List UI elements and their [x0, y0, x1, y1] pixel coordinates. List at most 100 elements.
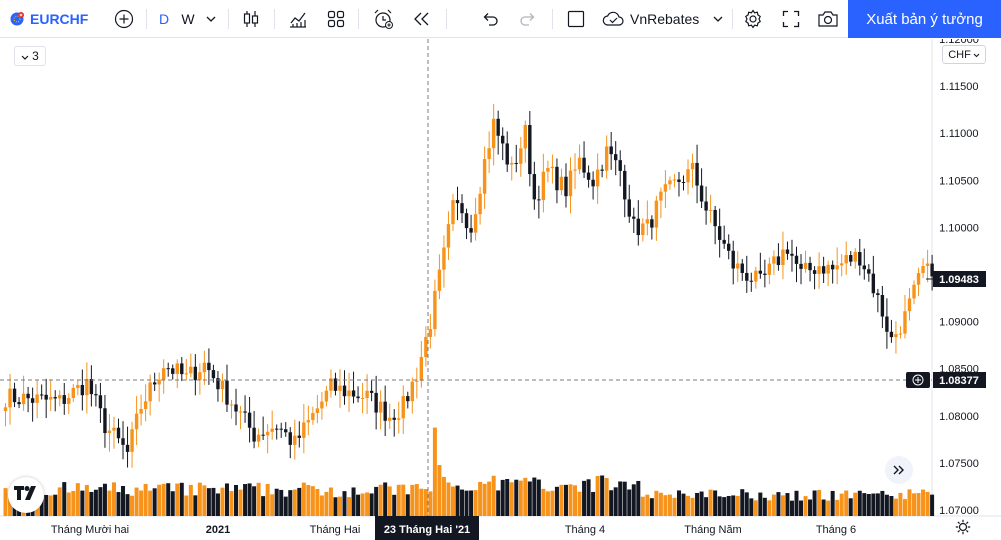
volume-bar [550, 490, 555, 516]
settings-button[interactable] [741, 0, 765, 38]
candle-body [143, 401, 148, 410]
candle-body [284, 429, 288, 433]
candle-body [211, 370, 216, 379]
volume-bar [188, 484, 193, 516]
volume-bar [130, 495, 135, 516]
candle-body [103, 408, 107, 434]
expand-icon [782, 10, 800, 28]
candle-body [903, 311, 907, 334]
volume-bar [469, 490, 474, 516]
candle-body [767, 263, 772, 275]
eur-flag-icon [10, 12, 24, 26]
volume-bar [478, 481, 483, 516]
candle-body [134, 413, 139, 430]
interval-dropdown-button[interactable] [204, 0, 218, 38]
candle-body [125, 444, 130, 452]
candle-body [247, 412, 252, 428]
candle-body [162, 368, 166, 380]
candle-body [740, 263, 744, 273]
currency-selector[interactable]: CHF [942, 45, 986, 64]
candle-body [261, 434, 265, 436]
volume-bar [392, 494, 397, 516]
candle-body [722, 239, 726, 244]
candle-body [862, 265, 866, 270]
candle-body [428, 329, 433, 337]
candle-body [514, 162, 518, 164]
interval-week-button[interactable]: W [181, 11, 195, 27]
chart-type-button[interactable] [239, 0, 263, 38]
price-scale[interactable]: 1.120001.115001.110001.105001.100001.095… [939, 39, 979, 517]
indicators-button[interactable] [286, 0, 310, 38]
layouts-button[interactable] [324, 0, 348, 38]
volume-bar [699, 491, 704, 516]
chart-background [0, 39, 1001, 540]
plus-circle-icon [114, 9, 134, 29]
snapshot-button[interactable] [815, 0, 841, 38]
layout-manager-button[interactable]: VnRebates [602, 0, 726, 38]
volume-bar [297, 487, 302, 516]
symbol-label: EURCHF [30, 11, 89, 27]
candle-body [275, 428, 279, 430]
alert-button[interactable] [370, 0, 396, 38]
symbol-search-button[interactable]: EURCHF [10, 0, 102, 38]
volume-bar [66, 492, 71, 516]
time-tick-label: 2021 [206, 524, 230, 536]
compare-symbol-button[interactable] [112, 0, 136, 38]
candle-body [333, 378, 338, 391]
candle-body [270, 428, 274, 432]
time-scale-settings-button[interactable] [954, 519, 972, 538]
candle-body [347, 390, 351, 397]
tradingview-logo-icon [14, 485, 38, 505]
volume-bar [649, 498, 654, 516]
volume-bar [328, 487, 333, 516]
replay-button[interactable] [410, 0, 434, 38]
candle-body [451, 200, 455, 225]
interval-day-button[interactable]: D [158, 11, 170, 27]
volume-bar [166, 483, 171, 516]
price-tick-label: 1.11500 [940, 81, 979, 93]
candle-body [320, 401, 324, 409]
time-scale[interactable]: Tháng Mười hai 2021 Tháng Hai Tháng 4 Tháng … [51, 524, 856, 536]
candle-body [455, 200, 460, 204]
volume-bar [405, 494, 410, 516]
volume-bar [545, 491, 550, 516]
candle-body [26, 393, 30, 399]
redo-button[interactable] [516, 0, 540, 38]
candle-body [849, 255, 853, 262]
fullscreen-button[interactable] [779, 0, 803, 38]
tradingview-logo[interactable] [8, 477, 44, 513]
candle-body [189, 366, 193, 374]
candle-body [632, 216, 636, 219]
candle-body [812, 270, 817, 274]
candle-body [523, 125, 527, 149]
volume-bar [365, 492, 370, 516]
redo-icon [519, 11, 537, 27]
publish-idea-button[interactable]: Xuất bản ý tưởng [848, 0, 1001, 38]
volume-bar [446, 482, 451, 516]
candle-body [925, 263, 930, 267]
candle-body [704, 201, 708, 211]
volume-bar [102, 483, 107, 516]
undo-button[interactable] [478, 0, 502, 38]
candle-body [21, 393, 26, 405]
volume-bar [830, 490, 835, 516]
candle-body [785, 249, 790, 254]
currency-label: CHF [948, 48, 971, 61]
volume-bar [496, 490, 501, 516]
candle-body [8, 388, 12, 408]
fullscreen-layout-button[interactable] [564, 0, 588, 38]
volume-bar [749, 498, 754, 516]
candle-body [736, 263, 740, 269]
candle-body [817, 266, 821, 274]
volume-bar [554, 486, 559, 516]
volume-bar [347, 497, 352, 516]
legend-toggle-button[interactable]: 3 [14, 46, 46, 66]
volume-bar [450, 486, 455, 516]
candle-body [202, 362, 207, 373]
candle-body [374, 392, 378, 413]
candle-body [433, 290, 437, 330]
scroll-to-realtime-button[interactable] [885, 456, 913, 484]
chart-area[interactable]: 1.120001.115001.110001.105001.100001.095… [0, 39, 1001, 540]
volume-bar [862, 493, 867, 516]
volume-bar [780, 495, 785, 516]
